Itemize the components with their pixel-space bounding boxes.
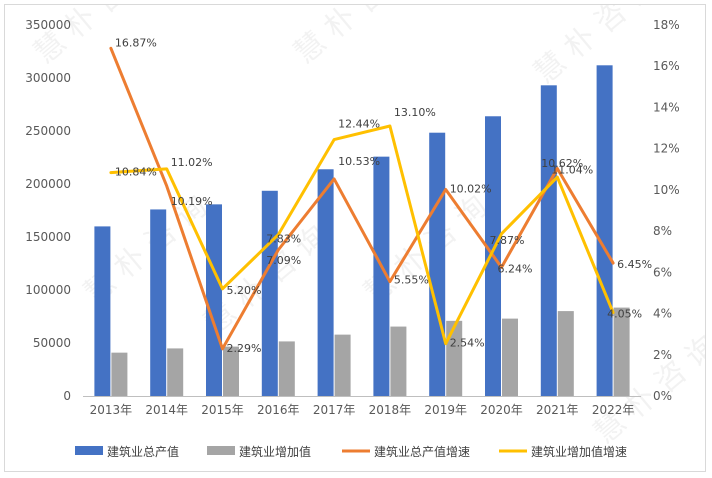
x-tick-label: 2015年 (201, 403, 244, 417)
x-tick-label: 2021年 (536, 403, 579, 417)
y-left-tick-label: 0 (63, 389, 71, 403)
data-label: 10.02% (450, 182, 492, 195)
legend-label: 建筑业增加值 (239, 444, 311, 459)
y-left-tick-label: 350000 (25, 18, 71, 32)
x-tick-label: 2017年 (313, 403, 356, 417)
legend-item-2: 建筑业总产值增速 (342, 444, 470, 459)
bar (111, 352, 128, 396)
bar (94, 226, 111, 396)
y-right-tick-label: 18% (653, 18, 680, 32)
y-right-tick-label: 2% (653, 348, 672, 362)
y-right-tick-label: 10% (653, 183, 680, 197)
x-tick-label: 2020年 (480, 403, 523, 417)
data-label: 4.05% (607, 308, 642, 321)
data-label: 7.09% (266, 254, 301, 267)
bar (261, 190, 278, 396)
data-label: 10.53% (338, 155, 380, 168)
x-tick-label: 2022年 (592, 403, 635, 417)
data-label: 6.45% (617, 258, 652, 271)
bar (390, 326, 407, 396)
bar (557, 311, 574, 396)
data-label: 6.24% (498, 262, 533, 275)
y-left-tick-label: 200000 (25, 177, 71, 191)
data-label: 13.10% (394, 106, 436, 119)
legend-label: 建筑业总产值增速 (374, 444, 470, 459)
legend-item-3: 建筑业增加值增速 (499, 444, 627, 459)
data-label: 7.87% (490, 234, 525, 247)
watermark-text: 慧 朴 咨 询 (288, 5, 424, 71)
axes: 0 50000 100000 150000 200000 250000 300000 3500… (25, 18, 679, 417)
data-label: 5.55% (394, 274, 429, 287)
legend-swatch (75, 446, 103, 455)
y-left-tick-label: 100000 (25, 283, 71, 297)
data-label: 10.84% (115, 166, 157, 179)
y-left-tick-label: 250000 (25, 124, 71, 138)
line-series-0 (109, 46, 615, 351)
data-label: 5.20% (227, 284, 262, 297)
data-label: 7.83% (266, 233, 301, 246)
bar (373, 156, 390, 396)
data-label: 11.02% (171, 156, 213, 169)
bar (150, 209, 167, 396)
bar (446, 320, 463, 396)
line-series-1 (109, 124, 615, 346)
bar (540, 85, 557, 397)
chart-frame: 慧 朴 咨 询慧 朴 咨 询慧 朴 咨 询慧 朴 咨 询慧 朴 咨 询慧 朴 咨… (4, 0, 712, 472)
watermark-text: 慧 朴 咨 询 (528, 5, 664, 91)
data-labels: 16.87% 10.19% 2.29% 7.09% 10.53% 5.55% 10.02% 6… (115, 36, 652, 355)
y-right-tick-label: 12% (653, 142, 680, 156)
legend-item-0: 建筑业总产值 (75, 444, 179, 459)
data-label: 11.04% (551, 163, 593, 176)
bar-series-0 (94, 65, 613, 397)
bar (223, 346, 239, 396)
y-right-tick-label: 14% (653, 100, 680, 114)
bar (167, 348, 184, 396)
data-label: 12.44% (338, 118, 380, 131)
data-label: 16.87% (115, 36, 157, 49)
line-series-group (109, 46, 615, 351)
data-label: 2.29% (227, 342, 262, 355)
chart: 慧 朴 咨 询慧 朴 咨 询慧 朴 咨 询慧 朴 咨 询慧 朴 咨 询慧 朴 咨… (25, 0, 712, 459)
data-label: 10.62% (541, 157, 583, 170)
x-tick-label: 2016年 (257, 403, 300, 417)
data-label: 10.19% (171, 195, 213, 208)
bar (206, 204, 222, 396)
legend-item-1: 建筑业增加值 (207, 444, 311, 459)
bar (278, 341, 295, 396)
x-tick-label: 2013年 (90, 403, 133, 417)
bar (502, 318, 518, 396)
legend-swatch (207, 446, 235, 455)
bar (429, 132, 446, 397)
bar (317, 169, 334, 396)
y-right-tick-label: 6% (653, 265, 672, 279)
bar-series-group (94, 65, 630, 397)
y-right-tick-label: 16% (653, 59, 680, 73)
y-right-tick-label: 8% (653, 224, 672, 238)
bar-series-1 (111, 307, 630, 396)
bar (334, 334, 351, 396)
data-label: 2.54% (450, 337, 485, 350)
x-tick-label: 2018年 (369, 403, 412, 417)
bar (613, 307, 630, 396)
x-tick-label: 2019年 (424, 403, 467, 417)
y-left-tick-label: 50000 (33, 336, 71, 350)
y-right-tick-label: 4% (653, 307, 672, 321)
y-right-tick-label: 0% (653, 389, 672, 403)
legend-label: 建筑业总产值 (107, 444, 179, 459)
y-left-tick-label: 150000 (25, 230, 71, 244)
legend-label: 建筑业增加值增速 (531, 444, 627, 459)
bar (596, 65, 613, 396)
x-tick-label: 2014年 (145, 403, 188, 417)
legend: 建筑业总产值 建筑业增加值 建筑业总产值增速 建筑业增加值增速 (75, 444, 627, 459)
y-left-tick-label: 300000 (25, 71, 71, 85)
